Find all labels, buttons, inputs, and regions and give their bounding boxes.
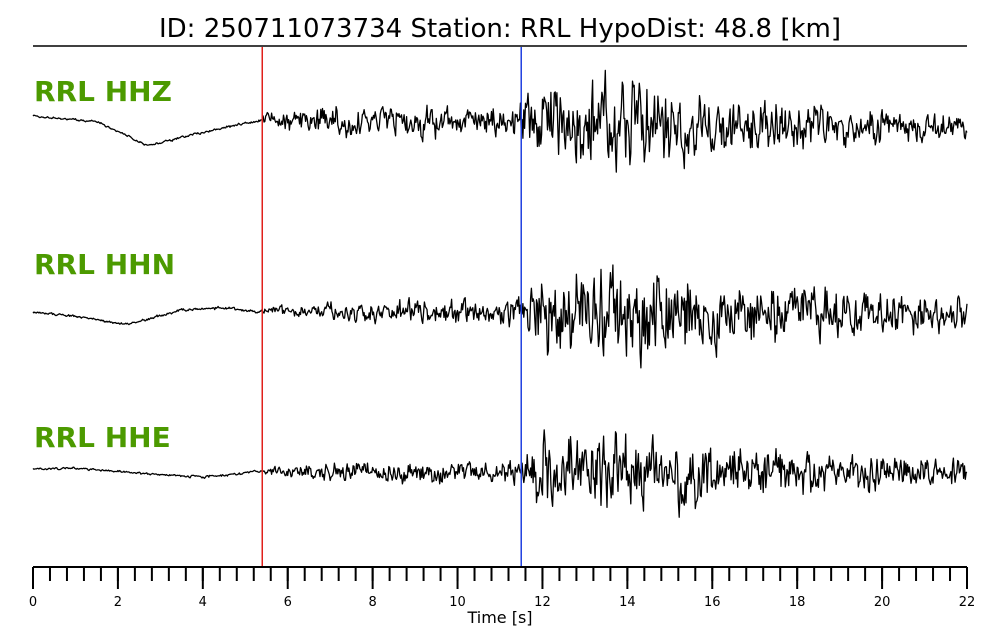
x-axis-label: Time [s] [466, 608, 532, 627]
chart-title: ID: 250711073734 Station: RRL HypoDist: … [159, 14, 841, 44]
x-tick-label-2: 4 [199, 595, 207, 610]
x-tick-label-10: 20 [874, 595, 891, 610]
trace-3 [32, 429, 968, 518]
channel-labels: RRL HHZ RRL HHN RRL HHE [34, 75, 175, 454]
traces-group [32, 69, 968, 518]
x-tick-label-5: 10 [449, 595, 466, 610]
x-tick-label-6: 12 [534, 595, 551, 610]
x-tick-label-11: 22 [959, 595, 976, 610]
channel-label-2: RRL HHN [34, 248, 175, 281]
x-tick-label-0: 0 [29, 595, 37, 610]
time-axis: 0 2 4 6 8 10 12 14 16 18 20 22 [29, 566, 976, 610]
channel-label-1: RRL HHZ [34, 75, 172, 108]
x-tick-label-3: 6 [284, 595, 292, 610]
channel-label-3: RRL HHE [34, 421, 171, 454]
x-tick-label-4: 8 [368, 595, 376, 610]
phase-picks [261, 47, 522, 566]
x-tick-label-9: 18 [789, 595, 806, 610]
trace-1 [32, 69, 968, 173]
trace-2 [32, 264, 968, 369]
x-tick-label-1: 2 [114, 595, 122, 610]
x-tick-label-8: 16 [704, 595, 721, 610]
x-tick-label-7: 14 [619, 595, 636, 610]
